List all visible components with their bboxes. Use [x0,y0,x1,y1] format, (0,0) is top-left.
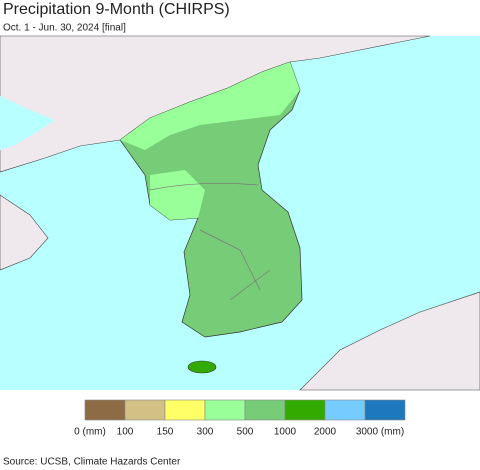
provinces [199,229,271,301]
bay [0,96,55,150]
legend-label: 150 [157,427,174,438]
dmz [149,182,259,191]
source: Source: UCSB, Climate Hazards Center [3,457,181,468]
legend-label: 100 [117,427,134,438]
legend-label: 300 [197,427,214,438]
legend-label: 1000 [274,427,297,438]
shandong [0,194,49,271]
map [0,35,480,391]
subtitle: Oct. 1 - Jun. 30, 2024 [final] [3,23,126,34]
legend-swatch [124,399,166,421]
legend-swatch [84,399,126,421]
korea-north-light [120,62,300,150]
legend: 0 (mm) 100 150 300 500 1000 2000 3000 (mm) [74,399,406,438]
legend-swatch [244,399,286,421]
korea-west-light [150,170,205,220]
title: Precipitation 9-Month (CHIRPS) [3,1,230,18]
legend-label: 3000 (mm) [356,427,404,438]
jeju [187,360,217,374]
legend-label: 500 [237,427,254,438]
legend-swatch [164,399,206,421]
legend-swatch [204,399,246,421]
legend-swatch [284,399,326,421]
legend-swatch [364,399,406,421]
japan [299,291,480,391]
legend-label: 0 (mm) [74,427,106,438]
legend-swatch [324,399,366,421]
legend-label: 2000 [314,427,337,438]
